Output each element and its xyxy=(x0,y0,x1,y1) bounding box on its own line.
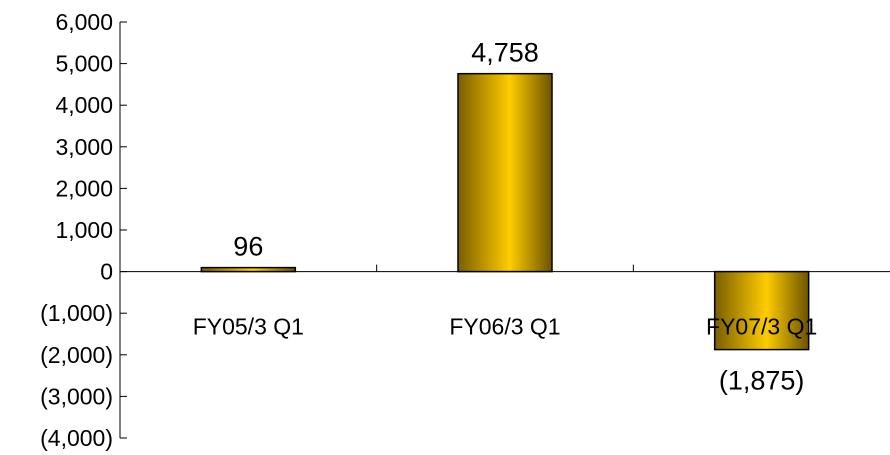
data-label: (1,875) xyxy=(719,366,805,396)
axes: 6,000 5,000 4,000 3,000 2,000 1,000 0 (1,000) (2… xyxy=(40,9,890,451)
bars xyxy=(200,72,810,351)
data-label: 96 xyxy=(233,232,263,262)
y-tick-label: (2,000) xyxy=(40,342,113,368)
bar xyxy=(713,270,810,351)
y-tick-label: 3,000 xyxy=(55,134,113,160)
bar xyxy=(457,72,553,273)
y-tick-label: 5,000 xyxy=(55,51,113,77)
y-tick-label: 2,000 xyxy=(55,175,113,201)
data-label: 4,758 xyxy=(471,38,539,68)
y-tick-label: (3,000) xyxy=(40,383,113,409)
y-tick-label: (4,000) xyxy=(40,425,113,451)
y-tick-label: (1,000) xyxy=(40,300,113,326)
x-tick-label: FY05/3 Q1 xyxy=(193,314,304,340)
x-tick-label: FY07/3 Q1 xyxy=(706,314,817,340)
bar xyxy=(200,266,297,273)
y-tick-label: 6,000 xyxy=(55,9,113,35)
x-tick-label: FY06/3 Q1 xyxy=(449,314,560,340)
y-tick-label: 1,000 xyxy=(55,217,113,243)
y-tick-label: 4,000 xyxy=(55,92,113,118)
labels: FY05/3 Q1 96 FY06/3 Q1 4,758 FY07/3 Q1 (1,875… xyxy=(193,38,818,396)
y-tick-label: 0 xyxy=(100,259,113,285)
